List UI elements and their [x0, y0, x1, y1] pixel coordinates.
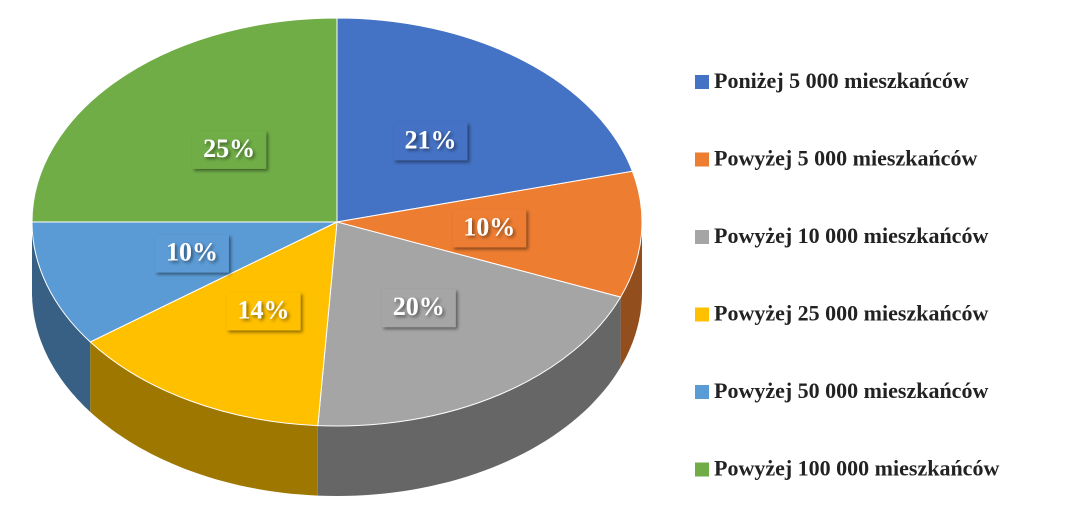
legend-label: Powyżej 50 000 mieszkańców: [714, 378, 988, 403]
data-label: 10%: [463, 212, 515, 241]
legend-label: Powyżej 5 000 mieszkańców: [714, 146, 977, 171]
legend-swatch: [695, 230, 709, 244]
legend-swatch: [695, 307, 709, 322]
slice: [31, 221, 338, 343]
legend-label: Powyżej 100 000 mieszkańców: [714, 456, 999, 481]
legend-label: Powyżej 10 000 mieszkańców: [714, 223, 988, 248]
data-label: 21%: [404, 125, 456, 154]
slice: [336, 17, 634, 223]
data-label-box: 10%: [154, 234, 229, 273]
data-label-box: 14%: [226, 292, 301, 331]
data-label: 20%: [393, 292, 445, 321]
slice-side: [620, 222, 642, 368]
data-label: 14%: [238, 295, 290, 324]
legend-swatch: [695, 385, 709, 399]
legend-label: Poniżej 5 000 mieszkańców: [714, 68, 969, 93]
label-bg: [226, 292, 301, 331]
label-bg: [381, 289, 456, 328]
legend-swatch: [695, 462, 709, 477]
data-label-box: 10%: [452, 209, 527, 248]
slice: [89, 221, 338, 427]
label-bg: [452, 209, 527, 248]
label-bg: [154, 234, 229, 273]
label-bg: [192, 130, 267, 169]
data-label-box: 25%: [192, 130, 267, 169]
slice-side: [32, 222, 91, 412]
slice-side: [90, 341, 318, 496]
legend-swatch: [695, 75, 709, 89]
data-label: 10%: [166, 237, 218, 266]
data-label-box: 21%: [393, 122, 468, 161]
slice: [317, 221, 622, 427]
data-label-box: 20%: [381, 289, 456, 328]
legend-label: Powyżej 25 000 mieszkańców: [714, 301, 988, 326]
label-bg: [393, 122, 468, 161]
slice: [31, 17, 338, 223]
slice-side: [317, 297, 621, 496]
data-label: 25%: [203, 134, 255, 163]
legend-swatch: [695, 152, 709, 167]
